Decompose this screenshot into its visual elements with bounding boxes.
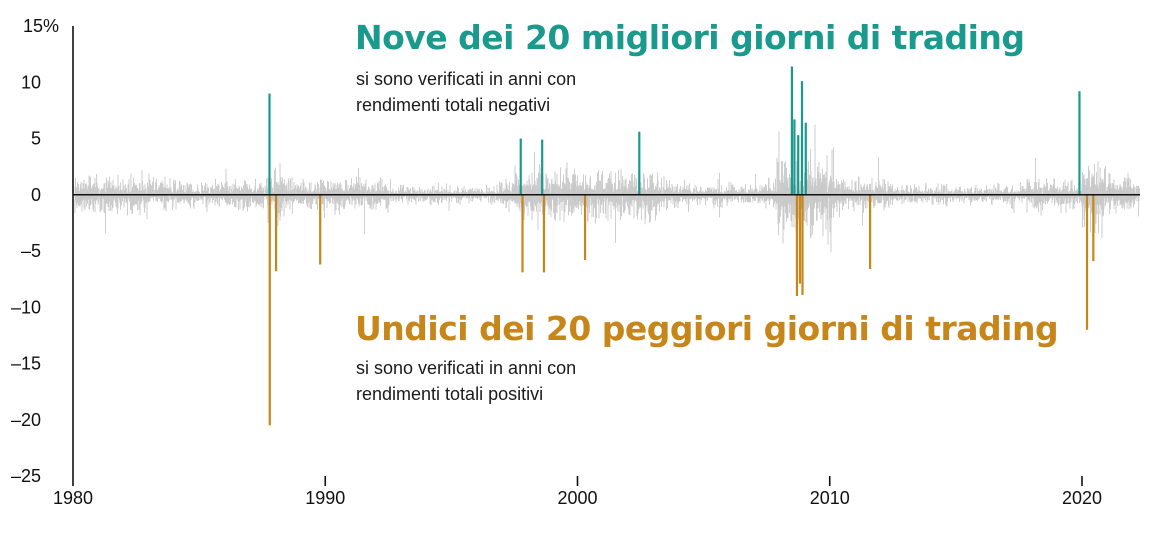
y-tick-label: 0 <box>31 185 41 205</box>
x-tick-label: 1980 <box>53 488 93 508</box>
y-axis-ticks: 15% 10 5 0 –5 –10 –15 –20 –25 <box>11 16 59 486</box>
noise-returns-path <box>74 124 1140 253</box>
y-tick-label: –5 <box>21 241 41 261</box>
worst-days-subtitle: si sono verificati in anni con rendiment… <box>356 355 576 407</box>
y-tick-label: 5 <box>31 129 41 149</box>
best-days-title: Nove dei 20 migliori giorni di trading <box>355 18 1025 57</box>
worst-days-subtitle-line-1: si sono verificati in anni con <box>356 358 577 378</box>
worst-days-title: Undici dei 20 peggiori giorni di trading <box>355 309 1059 348</box>
x-tick-label: 1990 <box>305 488 345 508</box>
y-tick-label: –10 <box>11 297 41 317</box>
best-days-subtitle: si sono verificati in anni con rendiment… <box>356 66 576 118</box>
y-tick-label: –25 <box>11 466 41 486</box>
daily-returns-noise <box>74 124 1140 253</box>
worst-days-subtitle-line-2: rendimenti totali positivi <box>356 384 544 404</box>
x-tick-label: 2010 <box>810 488 850 508</box>
y-tick-label: 15% <box>23 16 59 36</box>
best-days-subtitle-line-1: si sono verificati in anni con <box>356 69 577 89</box>
best-days-subtitle-line-2: rendimenti totali negativi <box>356 95 551 115</box>
x-tick-label: 2020 <box>1062 488 1102 508</box>
y-tick-label: –20 <box>11 410 41 430</box>
y-tick-label: –15 <box>11 354 41 374</box>
x-axis-ticks: 1980 1990 2000 2010 2020 <box>53 476 1102 508</box>
x-tick-label: 2000 <box>557 488 597 508</box>
y-tick-label: 10 <box>21 72 41 92</box>
extreme-days-layer <box>268 66 1095 426</box>
